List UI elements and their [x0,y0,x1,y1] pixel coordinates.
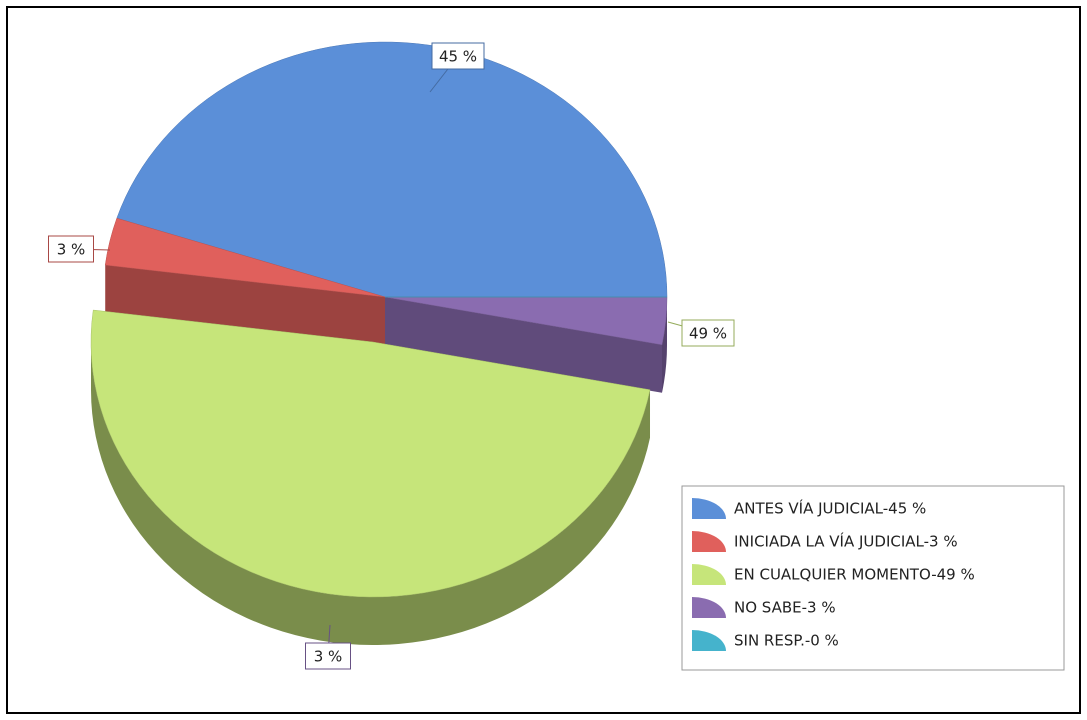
slice [116,41,668,298]
legend-label: ANTES VÍA JUDICIAL-45 % [734,499,926,518]
legend-swatch [692,597,726,618]
data-label: 45 % [439,48,477,66]
legend-label: SIN RESP.-0 % [734,632,839,650]
legend-swatch [692,498,726,519]
legend-entries: ANTES VÍA JUDICIAL-45 % INICIADA LA VÍA J… [692,498,975,651]
label-box [305,642,351,670]
pie [90,41,668,645]
legend-label: NO SABE-3 % [734,599,836,617]
data-label: 3 % [57,241,86,259]
legend-swatch [692,630,726,651]
data-label: 49 % [689,325,727,343]
legend-label: EN CUALQUIER MOMENTO-49 % [734,566,975,584]
data-label: 3 % [314,648,343,666]
slice-side [91,342,651,645]
legend-swatch [692,564,726,585]
legend [681,485,1065,671]
slice [90,309,651,598]
label-box [681,319,735,347]
slice-side [385,297,663,393]
slice [104,217,386,298]
label-box [431,42,485,70]
data-labels: 45 % 3 % 49 % 3 % [48,42,735,670]
legend-swatch [692,531,726,552]
label-box [48,235,94,263]
legend-label: INICIADA LA VÍA JUDICIAL-3 % [734,532,958,551]
slice-side [105,265,385,345]
slice-side [662,297,667,393]
